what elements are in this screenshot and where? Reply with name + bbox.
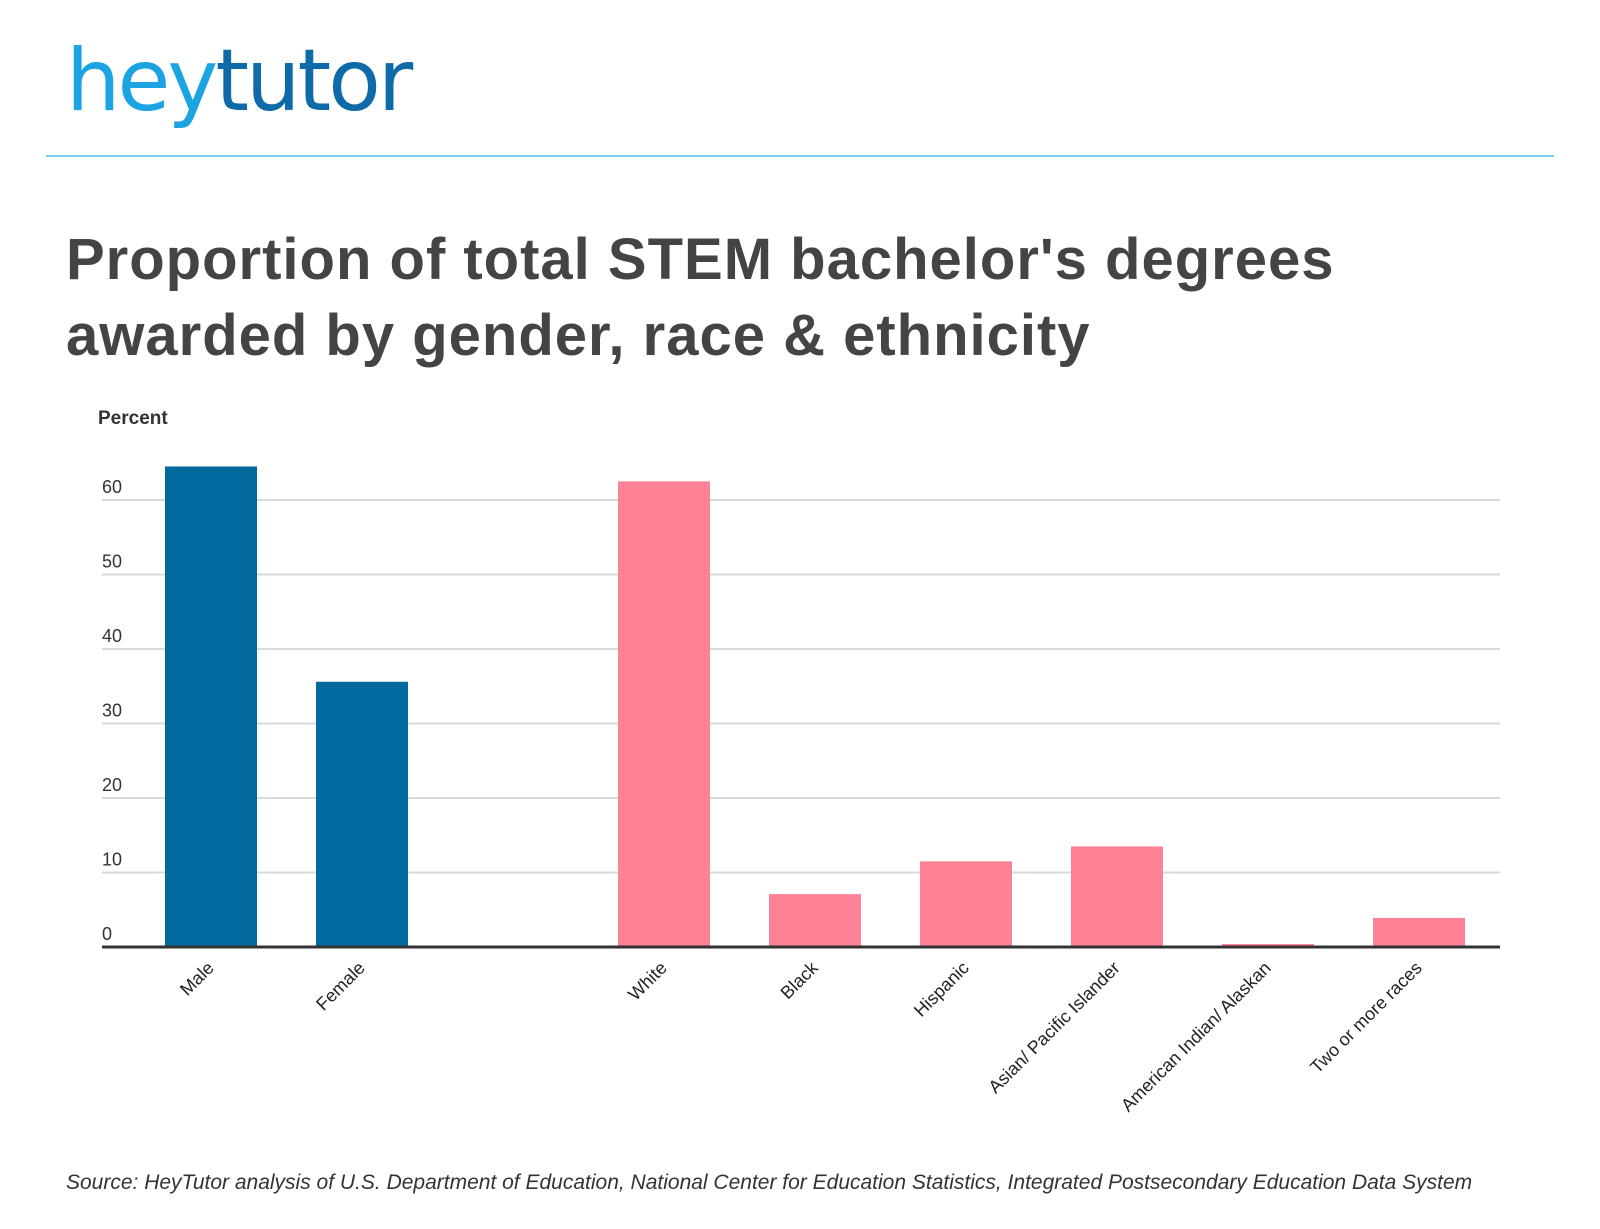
x-tick-label: Hispanic: [910, 958, 973, 1021]
bar-two-or-more-races: [1373, 917, 1465, 947]
bar-hispanic: [920, 861, 1012, 947]
x-tick-label: Male: [176, 958, 218, 1000]
x-tick-label: Asian/ Pacific Islander: [984, 958, 1123, 1097]
bar-male: [165, 466, 257, 947]
x-tick-label: Black: [777, 957, 823, 1003]
x-tick-label: Two or more races: [1306, 958, 1426, 1078]
bar-black: [769, 894, 861, 947]
bar-white: [618, 481, 710, 947]
x-tick-label: Female: [312, 958, 369, 1015]
y-tick-label: 20: [102, 775, 122, 795]
x-tick-label: White: [624, 958, 671, 1005]
heytutor-logo: heytutor: [66, 38, 413, 124]
y-tick-label: 60: [102, 477, 122, 497]
y-axis-label: Percent: [98, 408, 168, 429]
y-tick-label: 50: [102, 552, 122, 572]
y-tick-label: 40: [102, 626, 122, 646]
logo-tutor: tutor: [215, 31, 413, 131]
header-divider: [46, 155, 1554, 157]
y-tick-label: 0: [102, 924, 112, 944]
x-tick-label: American Indian/ Alaskan: [1117, 958, 1275, 1116]
bar-female: [316, 681, 408, 947]
y-tick-label: 10: [102, 850, 122, 870]
logo-hey: hey: [66, 31, 218, 131]
chart-title-line-2: awarded by gender, race & ethnicity: [66, 303, 1091, 368]
bar-asian-pacific-islander: [1071, 846, 1163, 947]
chart-title: Proportion of total STEM bachelor's degr…: [66, 222, 1526, 374]
source-note: Source: HeyTutor analysis of U.S. Depart…: [66, 1171, 1473, 1194]
chart-title-line-1: Proportion of total STEM bachelor's degr…: [66, 227, 1335, 292]
y-tick-label: 30: [102, 701, 122, 721]
